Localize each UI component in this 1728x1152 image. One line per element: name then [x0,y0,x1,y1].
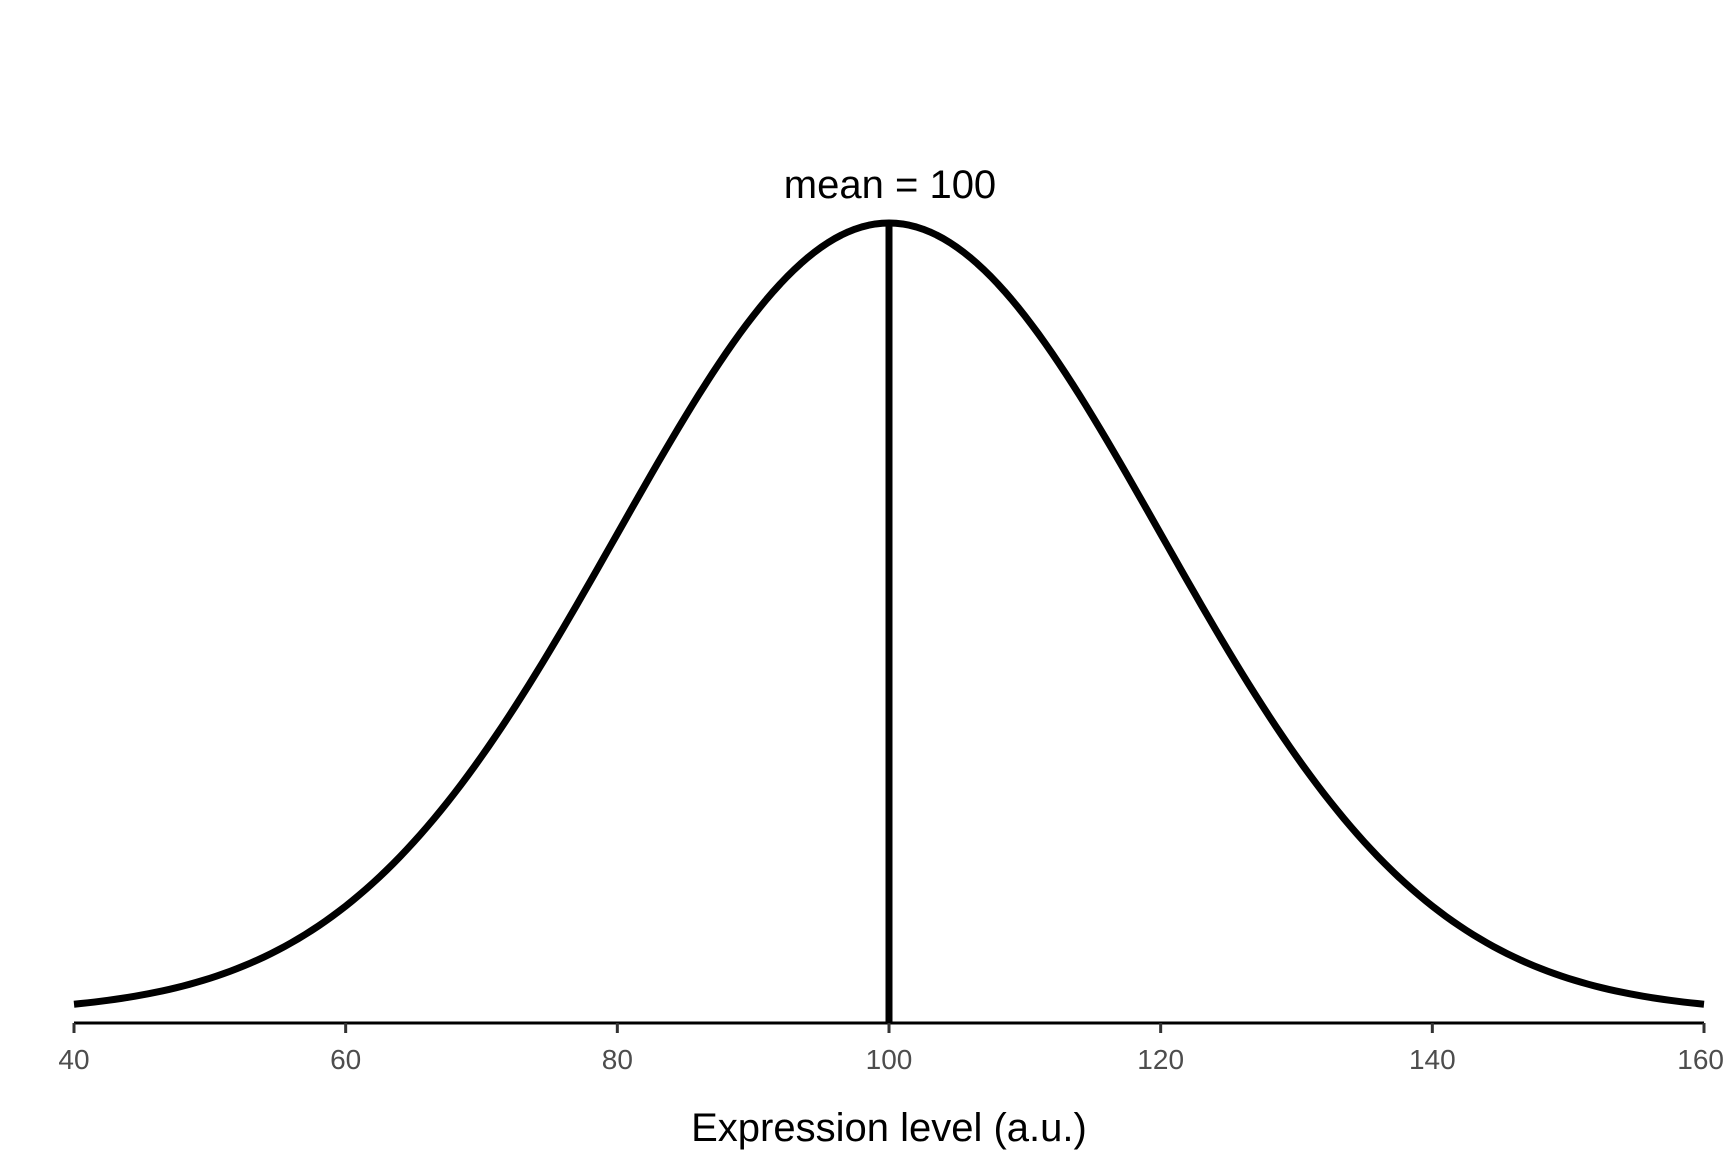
mean-annotation: mean = 100 [784,163,996,207]
x-ticks: 40 60 80 100 120 140 160 [58,1023,1724,1075]
x-tick-label: 160 [1677,1044,1724,1075]
marks-layer [73,219,1705,1023]
x-tick-label: 120 [1137,1044,1184,1075]
x-tick-label: 140 [1409,1044,1456,1075]
x-tick-label: 100 [866,1044,913,1075]
x-axis: 40 60 80 100 120 140 160 [58,1021,1724,1075]
x-tick-label: 60 [330,1044,361,1075]
x-axis-title: Expression level (a.u.) [691,1106,1087,1150]
x-tick-label: 80 [602,1044,633,1075]
x-tick-label: 40 [58,1044,89,1075]
